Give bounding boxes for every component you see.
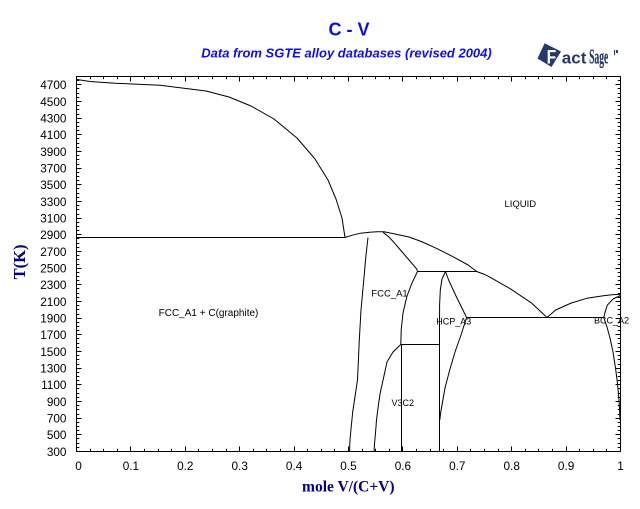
svg-text:FCC_A1: FCC_A1: [371, 289, 407, 300]
svg-text:2900: 2900: [40, 228, 67, 242]
svg-text:C - V: C - V: [328, 20, 369, 40]
svg-text:0.9: 0.9: [558, 459, 574, 473]
svg-text:3500: 3500: [40, 178, 67, 192]
svg-text:2700: 2700: [40, 245, 67, 259]
svg-text:1900: 1900: [40, 312, 67, 326]
svg-text:T(K): T(K): [10, 244, 29, 279]
svg-text:FCC_A1 + C(graphite): FCC_A1 + C(graphite): [159, 308, 259, 319]
svg-text:2300: 2300: [40, 278, 67, 292]
svg-text:0.2: 0.2: [177, 459, 193, 473]
svg-text:4100: 4100: [40, 128, 67, 142]
svg-text:3100: 3100: [40, 212, 67, 226]
svg-text:3700: 3700: [40, 162, 67, 176]
svg-text:0.5: 0.5: [340, 459, 357, 473]
svg-text:Sage: Sage: [589, 44, 608, 69]
svg-text:3300: 3300: [40, 195, 67, 209]
svg-text:1: 1: [617, 459, 624, 473]
svg-text:0.3: 0.3: [231, 459, 248, 473]
svg-text:300: 300: [47, 445, 67, 459]
svg-text:act: act: [562, 48, 587, 67]
svg-text:0: 0: [75, 459, 82, 473]
svg-text:0.4: 0.4: [286, 459, 303, 473]
svg-text:500: 500: [47, 428, 67, 442]
svg-text:4300: 4300: [40, 112, 67, 126]
svg-text:F: F: [547, 46, 557, 68]
svg-text:HCP_A3: HCP_A3: [436, 317, 471, 327]
svg-text:4500: 4500: [40, 95, 67, 109]
svg-text:1500: 1500: [40, 345, 67, 359]
svg-text:1700: 1700: [40, 328, 67, 342]
svg-text:0.6: 0.6: [395, 459, 412, 473]
svg-text:1300: 1300: [40, 362, 67, 376]
svg-text:0.7: 0.7: [449, 459, 465, 473]
svg-text:V3C2: V3C2: [391, 398, 414, 408]
svg-text:Data from SGTE alloy databases: Data from SGTE alloy databases (revised …: [201, 46, 491, 61]
svg-text:2500: 2500: [40, 262, 67, 276]
svg-text:4700: 4700: [40, 78, 67, 92]
svg-text:LIQUID: LIQUID: [504, 199, 536, 210]
svg-text:3900: 3900: [40, 145, 67, 159]
svg-text:2100: 2100: [40, 295, 67, 309]
svg-text:1100: 1100: [41, 378, 67, 392]
svg-text:mole V/(C+V): mole V/(C+V): [302, 479, 395, 496]
svg-text:0.8: 0.8: [503, 459, 520, 473]
svg-text:700: 700: [47, 412, 67, 426]
svg-text:0.1: 0.1: [123, 459, 139, 473]
svg-text:900: 900: [47, 395, 67, 409]
svg-text:BCC_A2: BCC_A2: [594, 315, 629, 325]
